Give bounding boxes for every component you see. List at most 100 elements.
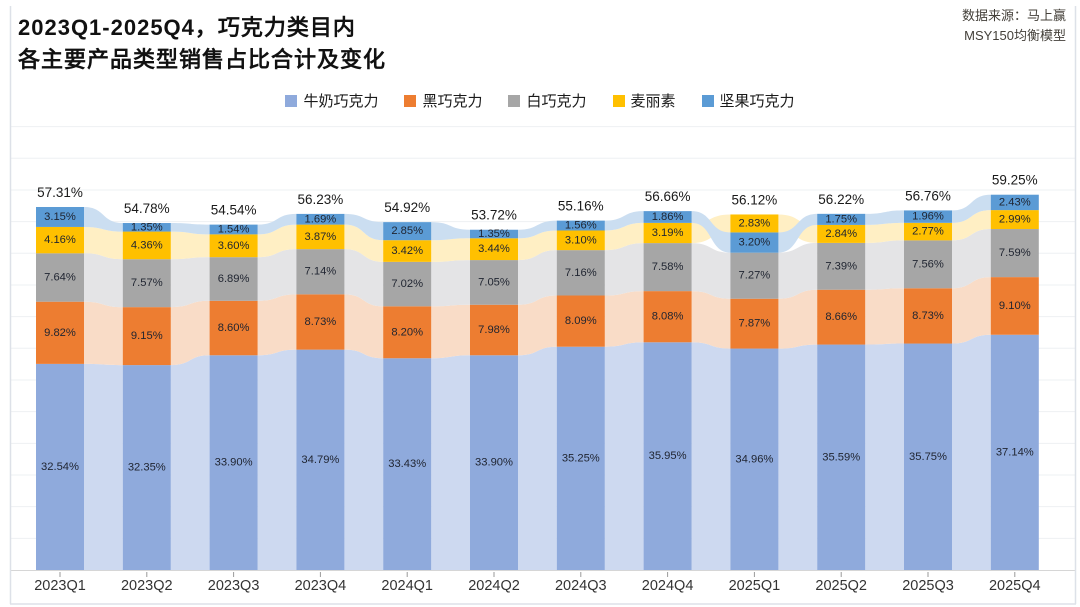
x-axis-label: 2024Q4 — [642, 578, 694, 594]
segment-label-nut: 1.35% — [478, 228, 510, 240]
ribbon-malt — [604, 222, 644, 251]
legend-swatch-milk — [285, 94, 298, 107]
legend-item-malt: 麦丽素 — [612, 90, 676, 111]
ribbon-nut — [604, 211, 644, 231]
bar-segment-milk — [36, 363, 84, 570]
segment-label-malt: 3.60% — [218, 240, 250, 252]
ribbon-malt — [84, 226, 123, 260]
ribbon-nut — [344, 213, 384, 241]
total-label: 55.16% — [558, 199, 604, 214]
segment-label-white: 7.59% — [999, 247, 1031, 259]
bar-segment-nut — [36, 206, 84, 227]
ribbon-milk — [604, 342, 644, 570]
bar-segment-white — [904, 240, 952, 289]
legend-swatch-nut — [701, 94, 714, 107]
total-label: 56.76% — [905, 188, 951, 203]
segment-label-milk: 33.90% — [475, 457, 513, 469]
bar-segment-malt — [122, 231, 171, 260]
bar-segment-white — [643, 243, 692, 292]
segment-label-malt: 3.10% — [565, 234, 597, 246]
total-label: 59.25% — [992, 173, 1038, 188]
bar-segment-dark — [730, 298, 779, 349]
bar-segment-white — [990, 229, 1039, 278]
segment-label-milk: 32.54% — [41, 461, 79, 473]
total-label: 56.23% — [298, 192, 344, 207]
legend-item-nut: 坚果巧克力 — [701, 90, 795, 111]
bar-segment-milk — [730, 348, 779, 570]
x-axis-label: 2025Q1 — [729, 578, 781, 594]
legend-label-white: 白巧克力 — [526, 93, 587, 110]
segment-label-dark: 7.98% — [478, 324, 510, 336]
segment-label-milk: 34.79% — [301, 454, 339, 466]
ribbon-dark — [170, 300, 210, 366]
segment-label-white: 7.56% — [912, 258, 944, 270]
segment-label-milk: 35.95% — [649, 450, 687, 462]
segment-label-malt: 3.44% — [478, 243, 510, 255]
ribbon-nut — [170, 223, 210, 235]
chart-title-line1: 2023Q1-2025Q4，巧克力类目内 — [18, 15, 356, 40]
ribbon-dark — [778, 289, 818, 349]
segment-label-nut: 3.20% — [739, 237, 771, 249]
bar-segment-malt — [296, 224, 345, 250]
x-axis-label: 2024Q3 — [555, 578, 607, 594]
bar-segment-nut — [296, 213, 345, 225]
bar-segment-white — [209, 257, 258, 301]
bar-segment-dark — [383, 306, 432, 359]
segment-label-dark: 7.87% — [739, 318, 771, 330]
segment-label-nut: 1.69% — [305, 213, 337, 225]
x-axis-label: 2025Q4 — [989, 578, 1041, 594]
bar-segment-dark — [122, 307, 171, 366]
segment-label-milk: 33.43% — [388, 458, 426, 470]
bar-segment-milk — [990, 334, 1039, 570]
ribbon-milk — [952, 334, 991, 570]
ribbon-milk — [170, 355, 210, 570]
x-axis-label: 2023Q3 — [208, 578, 260, 594]
segment-label-milk: 32.35% — [128, 462, 166, 474]
ribbon-milk — [257, 349, 297, 570]
bar-segment-white — [36, 253, 84, 302]
segment-label-nut: 3.15% — [44, 211, 76, 223]
ribbon-white — [84, 253, 123, 308]
bar-segment-malt — [643, 222, 692, 244]
segment-label-malt: 2.99% — [999, 214, 1031, 226]
total-label: 54.54% — [211, 203, 257, 218]
segment-label-dark: 8.20% — [391, 326, 423, 338]
data-source: 数据来源：马上赢 MSY150均衡模型 — [962, 6, 1066, 46]
ribbon-white — [952, 229, 991, 289]
ribbon-white — [518, 250, 557, 305]
ribbon-milk — [431, 355, 470, 570]
segment-label-nut: 1.75% — [825, 213, 857, 225]
bar-segment-dark — [556, 295, 605, 347]
ribbon-milk — [518, 346, 557, 570]
x-axis-label: 2023Q2 — [121, 578, 173, 594]
segment-label-malt: 2.77% — [912, 226, 944, 238]
x-axis-label: 2024Q2 — [468, 578, 520, 594]
ribbon-dark — [604, 291, 644, 347]
bar-segment-milk — [643, 342, 692, 570]
segment-label-nut: 1.56% — [565, 220, 597, 232]
bar-segment-malt — [990, 210, 1039, 230]
bar-segment-dark — [904, 288, 952, 344]
bar-segment-milk — [209, 355, 258, 570]
bar-segment-milk — [383, 358, 432, 570]
segment-label-white: 7.58% — [652, 261, 684, 273]
ribbon-nut — [431, 222, 470, 241]
bar-segment-white — [383, 261, 432, 307]
ribbon-nut — [257, 213, 297, 235]
ribbon-nut — [518, 220, 557, 239]
legend-item-dark: 黑巧克力 — [404, 90, 482, 111]
bar-segment-malt — [730, 214, 779, 233]
bar-segment-nut — [817, 213, 866, 225]
ribbon-nut — [778, 213, 818, 253]
segment-label-dark: 8.66% — [825, 311, 857, 323]
bar-segment-dark — [209, 300, 258, 356]
bar-segment-nut — [643, 211, 692, 223]
x-axis-label: 2025Q3 — [902, 578, 954, 594]
ribbon-dark — [952, 277, 991, 344]
bar-segment-white — [296, 249, 345, 295]
bar-segment-milk — [470, 355, 518, 570]
ribbon-milk — [344, 349, 384, 570]
legend: 牛奶巧克力 黑巧克力 白巧克力 麦丽素 坚果巧克力 — [0, 90, 1080, 111]
bar-segment-white — [817, 242, 866, 290]
